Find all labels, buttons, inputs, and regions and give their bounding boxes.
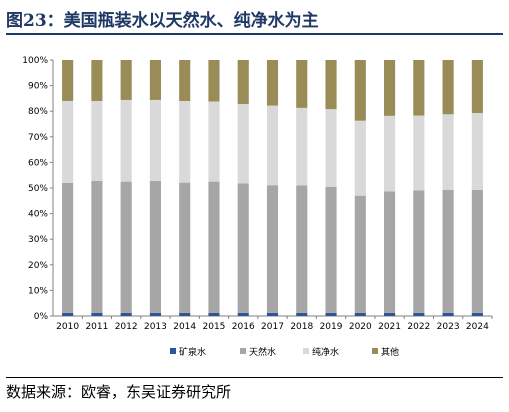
bar-segment-2023	[442, 312, 454, 316]
bar-segment-2023	[442, 189, 454, 313]
bar-segment-2020	[354, 195, 366, 313]
bar-segment-2017	[266, 185, 279, 313]
y-tick-label: 80%	[28, 107, 48, 117]
bar-segment-2016	[237, 312, 249, 316]
x-tick-label: 2018	[290, 322, 313, 332]
bar-segment-2018	[296, 60, 308, 108]
x-tick-label: 2024	[466, 322, 489, 332]
bar-segment-2012	[120, 99, 132, 182]
bar-segment-2011	[91, 312, 103, 316]
bar-segment-2018	[296, 185, 308, 313]
bar-segment-2022	[413, 115, 425, 191]
legend-label: 矿泉水	[179, 346, 206, 358]
y-tick-label: 100%	[22, 56, 48, 66]
bar-segment-2010	[62, 60, 74, 101]
y-tick-label: 70%	[28, 133, 48, 143]
bar-segment-2014	[179, 182, 191, 313]
bar-segment-2019	[325, 312, 337, 316]
bar-segment-2010	[62, 182, 74, 313]
bar-segment-2018	[296, 107, 308, 186]
bar-segment-2011	[91, 60, 103, 101]
bar-segment-2023	[442, 60, 454, 115]
bar-segment-2014	[179, 60, 191, 101]
y-tick-label: 20%	[28, 261, 48, 271]
legend-label: 天然水	[249, 346, 276, 358]
bar-segment-2016	[237, 104, 249, 184]
figure-title: 图23：美国瓶装水以天然水、纯净水为主	[6, 11, 319, 31]
bar-segment-2019	[325, 109, 337, 187]
title-divider	[6, 33, 503, 35]
bar-segment-2012	[120, 60, 132, 100]
bar-segment-2019	[325, 60, 337, 110]
bar-segment-2022	[413, 190, 425, 313]
bar-segment-2023	[442, 114, 454, 190]
bar-segment-2017	[266, 312, 279, 316]
bar-segment-2022	[413, 60, 425, 116]
source-divider	[6, 377, 503, 378]
bar-segment-2024	[471, 189, 483, 313]
bar-segment-2011	[91, 180, 103, 313]
bar-segment-2021	[384, 312, 396, 316]
bar-segment-2020	[354, 120, 366, 196]
x-tick-label: 2013	[144, 322, 167, 332]
bar-segment-2019	[325, 186, 337, 313]
legend-swatch	[170, 348, 176, 354]
x-tick-label: 2016	[232, 322, 255, 332]
bar-segment-2024	[471, 112, 483, 190]
y-tick-label: 10%	[28, 286, 48, 296]
bar-segment-2010	[62, 100, 74, 183]
x-tick-label: 2022	[407, 322, 430, 332]
bar-segment-2011	[91, 100, 103, 181]
bar-segment-2021	[384, 191, 396, 313]
y-tick-label: 40%	[28, 210, 48, 220]
y-tick-label: 60%	[28, 158, 48, 168]
legend-swatch	[372, 348, 378, 354]
x-tick-label: 2010	[56, 322, 79, 332]
bar-segment-2010	[62, 312, 74, 316]
x-tick-label: 2017	[261, 322, 284, 332]
bar-segment-2021	[384, 60, 396, 116]
bar-segment-2012	[120, 181, 132, 313]
source-note: 数据来源：欧睿，东吴证券研究所	[6, 383, 232, 401]
x-tick-label: 2015	[203, 322, 226, 332]
bar-segment-2017	[266, 60, 279, 106]
stacked-bar-chart: 0% 10% 20% 30% 40% 50% 60% 70% 80% 90% 100% 2010 201…	[22, 56, 493, 358]
bar-segment-2014	[179, 100, 191, 183]
bar-segment-2022	[413, 312, 425, 316]
x-tick-label: 2023	[437, 322, 460, 332]
bar-segment-2015	[208, 312, 220, 316]
x-tick-label: 2012	[115, 322, 138, 332]
x-tick-label: 2014	[173, 322, 196, 332]
bar-segment-2016	[237, 60, 249, 105]
bar-segment-2021	[384, 115, 396, 192]
bar-segment-2020	[354, 312, 366, 316]
bar-segment-2013	[149, 99, 161, 181]
x-tick-label: 2021	[378, 322, 401, 332]
bar-segment-2013	[149, 312, 161, 316]
x-tick-label: 2020	[349, 322, 372, 332]
legend-label: 纯净水	[312, 346, 339, 358]
x-tick-label: 2019	[320, 322, 343, 332]
legend-swatch	[303, 348, 309, 354]
bar-segment-2018	[296, 312, 308, 316]
y-tick-label: 0%	[34, 312, 49, 322]
bar-segment-2014	[179, 312, 191, 316]
bar-segment-2024	[471, 312, 483, 316]
y-tick-label: 90%	[28, 82, 48, 92]
bar-segment-2012	[120, 312, 132, 316]
bar-segment-2020	[354, 60, 366, 121]
legend-swatch	[240, 348, 246, 354]
bar-segment-2015	[208, 101, 220, 182]
bar-segment-2015	[208, 60, 220, 102]
bar-segment-2024	[471, 60, 483, 113]
x-tick-label: 2011	[85, 322, 108, 332]
bar-segment-2017	[266, 105, 279, 186]
bar-segment-2015	[208, 181, 220, 313]
bar-segment-2013	[149, 60, 161, 100]
bar-segment-2013	[149, 180, 161, 313]
y-tick-label: 30%	[28, 235, 48, 245]
legend-label: 其他	[381, 346, 399, 358]
bar-segment-2016	[237, 183, 249, 313]
y-tick-label: 50%	[28, 184, 48, 194]
